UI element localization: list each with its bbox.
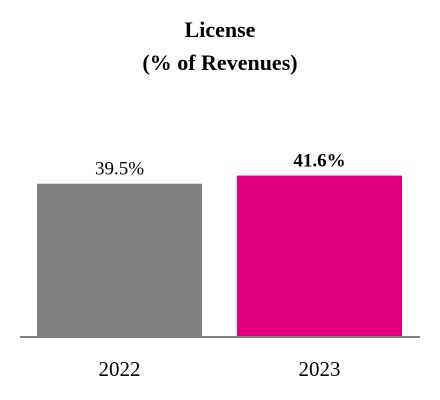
bar-group: 39.5% 41.6% (37, 151, 402, 337)
chart-title: License (185, 17, 256, 42)
x-tick-label-2022: 2022 (99, 357, 141, 381)
x-tick-label-2023: 2023 (299, 357, 341, 381)
bar-2023 (237, 175, 402, 337)
data-label-2022: 39.5% (95, 159, 144, 180)
chart-subtitle: (% of Revenues) (142, 50, 297, 75)
bar-2022 (37, 183, 202, 337)
data-label-2023: 41.6% (293, 151, 345, 172)
